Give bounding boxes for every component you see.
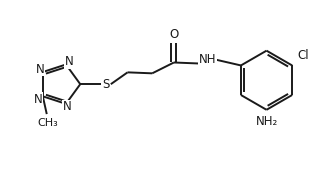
Text: N: N: [36, 63, 44, 76]
Text: Cl: Cl: [297, 49, 309, 62]
Text: N: N: [64, 55, 73, 68]
Text: S: S: [102, 78, 110, 91]
Text: CH₃: CH₃: [38, 118, 58, 128]
Text: N: N: [34, 93, 42, 106]
Text: NH: NH: [199, 53, 216, 66]
Text: NH₂: NH₂: [255, 115, 278, 128]
Text: N: N: [62, 100, 71, 113]
Text: O: O: [169, 28, 179, 41]
